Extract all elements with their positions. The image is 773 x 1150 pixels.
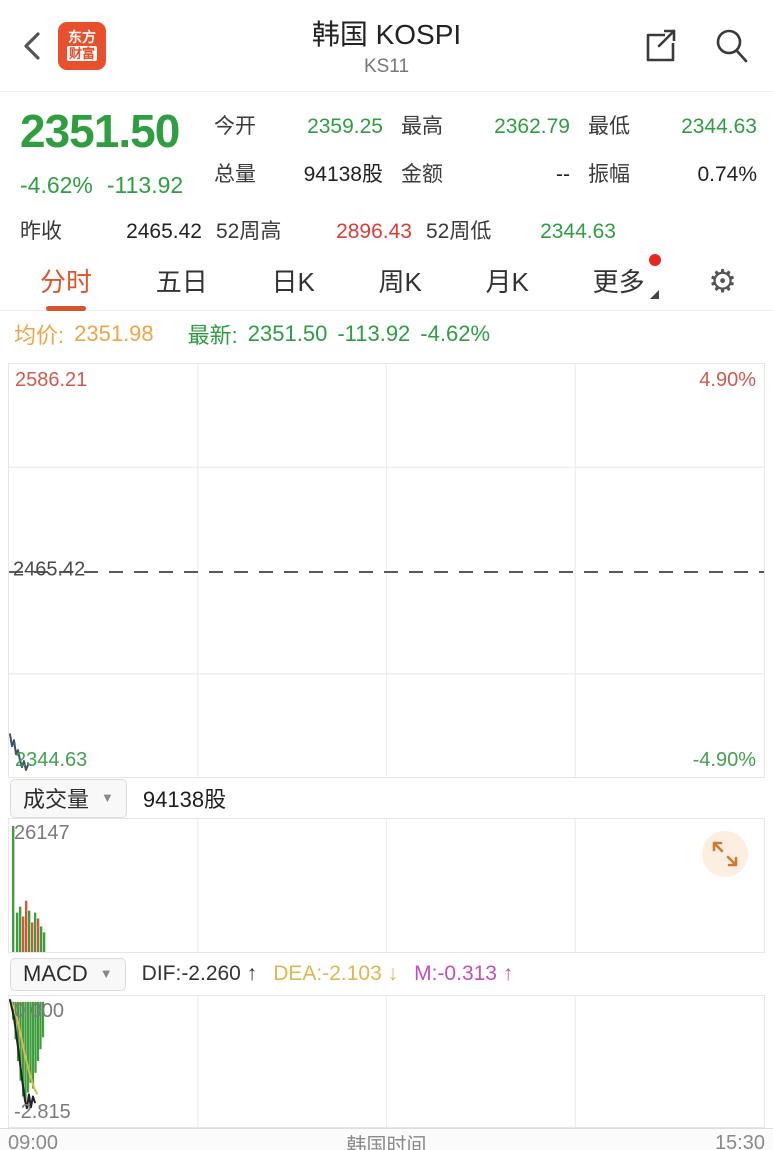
settings-gear-icon[interactable]: ⚙ [708,261,737,300]
stat-high: 最高 2362.79 [401,115,570,138]
prev-close-dashed-line [9,570,764,573]
chart-info-line: 均价: 2351.98 最新: 2351.50 -113.92 -4.62% [0,311,773,357]
volume-chart-svg [11,819,576,952]
change-value: -113.92 [106,172,184,198]
chart-period-tabs: 分时 五日 日K 周K 月K 更多 ⚙ [0,251,773,311]
volume-indicator-dropdown[interactable]: 成交量 ▼ [10,778,127,818]
macd-indicator-dropdown[interactable]: MACD ▼ [10,957,126,991]
dropdown-caret-icon: ▼ [99,966,113,981]
volume-total-value: 94138股 [142,787,227,812]
last-label: 最新: [187,323,238,348]
avg-value: 2351.98 [74,321,154,346]
info-change-percent: -4.62% [420,321,491,346]
macd-chart-pane[interactable]: 0.000 -2.815 [8,995,765,1128]
macd-dif-value: DIF:-2.260 ↑ [141,962,258,985]
macd-chart-svg [9,996,576,1127]
volume-chart-pane[interactable]: 26147 [8,818,765,953]
price-chart-pane[interactable]: 2586.21 4.90% 2465.42 2344.63 -4.90% [8,363,765,778]
time-end-label: 15:30 [714,1131,765,1150]
quote-section: 2351.50 -4.62% -113.92 今开 2359.25 最高 236… [0,92,773,251]
stat-52w-high: 52周高 2896.43 [216,220,412,243]
ticker-symbol: KS11 [363,56,410,77]
tab-daily-k[interactable]: 日K [271,267,315,297]
avg-label: 均价: [14,323,65,348]
more-caret-icon [649,290,659,299]
stat-volume: 总量 94138股 [214,163,383,186]
macd-dea-value: DEA:-2.103 ↓ [273,962,399,985]
chevron-left-icon [24,31,40,60]
timezone-label: 韩国时间 [346,1134,427,1150]
info-change-value: -113.92 [337,321,411,346]
last-price: 2351.50 [20,105,180,157]
search-icon[interactable] [711,24,753,68]
tab-monthly-k[interactable]: 月K [485,267,529,297]
page-title: 韩国 KOSPI [311,19,462,50]
change-percent: -4.62% [20,172,93,198]
stat-amplitude: 振幅 0.74% [588,163,757,186]
app-logo[interactable]: 东方 财富 [58,21,106,70]
notification-dot [648,254,661,266]
dropdown-caret-icon: ▼ [101,790,114,805]
stat-52w-low: 52周低 2344.63 [426,220,616,243]
header: 东方 财富 韩国 KOSPI KS11 [0,0,773,92]
stat-low: 最低 2344.63 [588,115,757,138]
prev-close-label: 2465.42 [13,558,86,581]
tab-more[interactable]: 更多 [593,252,661,309]
expand-arrows-icon [712,841,738,867]
time-start-label: 09:00 [8,1131,59,1150]
tab-weekly-k[interactable]: 周K [378,267,422,297]
stat-prev-close: 昨收 2465.42 [20,220,202,243]
stat-open: 今开 2359.25 [214,115,383,138]
macd-header-row: MACD ▼ DIF:-2.260 ↑ DEA:-2.103 ↓ M:-0.31… [0,953,773,995]
macd-m-value: M:-0.313 ↑ [414,962,514,985]
logo-text-bottom: 财富 [66,46,97,61]
logo-text-top: 东方 [68,29,96,45]
tab-minute[interactable]: 分时 [40,252,92,309]
tab-5day[interactable]: 五日 [155,267,208,297]
stat-amount: 金额 -- [401,163,570,186]
volume-header-row: 成交量 ▼ 94138股 [0,778,773,818]
time-axis: 09:00 韩国时间 15:30 [0,1128,773,1150]
info-last-value: 2351.50 [247,321,328,346]
share-icon[interactable] [637,24,681,68]
back-button[interactable] [20,26,50,66]
expand-chart-button[interactable] [702,831,748,877]
